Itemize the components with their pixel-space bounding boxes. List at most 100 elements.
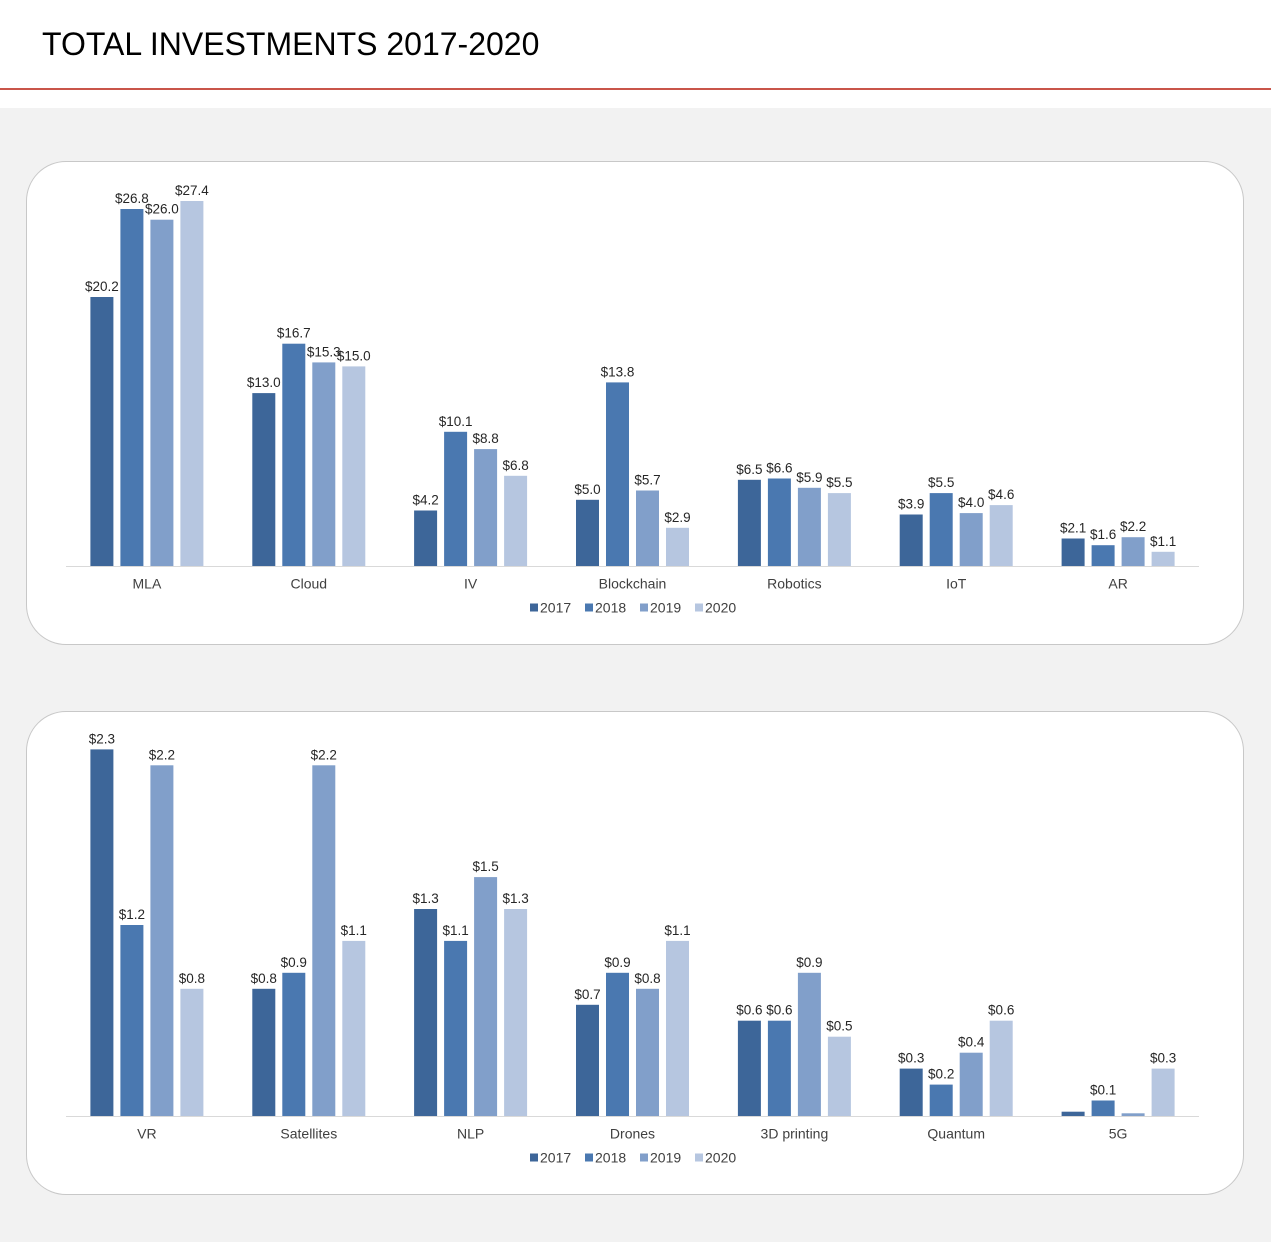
legend-label-2018: 2018 (595, 600, 626, 616)
data-label-quantum-2019: $0.4 (958, 1035, 985, 1050)
bar-5g-2018 (1091, 1100, 1115, 1117)
data-label-mla-2020: $27.4 (175, 183, 209, 198)
bar-blockchain-2020 (666, 527, 689, 567)
bar-iv-2017 (414, 510, 438, 567)
data-label-mla-2018: $26.8 (115, 191, 149, 206)
bar-5g-2019 (1121, 1113, 1145, 1117)
x-tick-label: Blockchain (599, 576, 667, 592)
data-label-vr-2018: $1.2 (119, 907, 145, 922)
bar-blockchain-2018 (606, 382, 629, 567)
data-label-blockchain-2018: $13.8 (601, 364, 635, 379)
x-tick-label: Drones (610, 1126, 655, 1142)
data-label-ar-2018: $1.6 (1090, 527, 1116, 542)
page-title: TOTAL INVESTMENTS 2017-2020 (42, 26, 540, 62)
bar-mla-2017 (90, 297, 114, 567)
bar-iot-2017 (899, 514, 923, 567)
bar-nlp-2017 (414, 909, 438, 1117)
legend-swatch-2017 (530, 1153, 538, 1162)
bar-vr-2018 (120, 925, 144, 1117)
data-label-vr-2020: $0.8 (179, 971, 205, 986)
bar-robotics-2020 (827, 493, 851, 567)
bar-ar-2019 (1121, 537, 1145, 567)
bar-chart-2: $2.3 $1.2 $2.2 $0.8 $0.8 $0.9 $2.2 $1.1 $1.3 $1.1… (66, 731, 1199, 1166)
chart-panel-1: $20.2 $26.8 $26.0 $27.4 $13.0 $16.7 $15.3 $15.0… (26, 161, 1244, 645)
header-divider (0, 88, 1271, 90)
legend: 2017 2018 2019 2020 (530, 600, 736, 616)
bar-iv-2020 (504, 475, 528, 567)
bar-vr-2017 (90, 749, 114, 1117)
bar-vr-2019 (150, 765, 174, 1117)
bar-blockchain-2019 (636, 490, 659, 567)
bar-3d-printing-2020 (827, 1036, 851, 1117)
data-label-blockchain-2019: $5.7 (634, 473, 660, 488)
bar-satellites-2020 (342, 940, 366, 1117)
legend-label-2018: 2018 (595, 1150, 626, 1166)
data-label-satellites-2018: $0.9 (281, 955, 307, 970)
bar-mla-2019 (150, 219, 174, 567)
data-label-iv-2018: $10.1 (439, 414, 473, 429)
data-label-iot-2017: $3.9 (898, 497, 924, 512)
data-label-nlp-2018: $1.1 (442, 923, 468, 938)
bar-satellites-2019 (312, 765, 336, 1117)
bar-quantum-2019 (959, 1052, 983, 1117)
data-label-iot-2020: $4.6 (988, 487, 1014, 502)
data-label-cloud-2019: $15.3 (307, 344, 341, 359)
data-label-3d-printing-2017: $0.6 (736, 1003, 762, 1018)
data-label-quantum-2018: $0.2 (928, 1067, 954, 1082)
bar-cloud-2020 (342, 366, 366, 567)
bar-robotics-2017 (737, 479, 761, 567)
bar-chart-1: $20.2 $26.8$26.0 $27.4 $13.0 $16.7 $15.3$15.0… (66, 183, 1199, 616)
legend-swatch-2019 (640, 1153, 648, 1162)
x-tick-label: Quantum (927, 1126, 985, 1142)
bar-iot-2018 (929, 493, 953, 567)
x-tick-label: IoT (946, 576, 967, 592)
bar-mla-2020 (180, 201, 204, 567)
bar-ar-2020 (1151, 551, 1175, 567)
bar-iv-2019 (474, 449, 498, 567)
legend-label-2019: 2019 (650, 1150, 681, 1166)
data-label-drones-2018: $0.9 (604, 955, 630, 970)
plot-area-1: $20.2 $26.8$26.0 $27.4 $13.0 $16.7 $15.3$15.0… (85, 183, 1176, 567)
legend-swatch-2018 (585, 1153, 593, 1162)
data-label-robotics-2017: $6.5 (736, 462, 762, 477)
bar-satellites-2017 (252, 988, 276, 1117)
legend-label-2017: 2017 (540, 600, 571, 616)
bar-iv-2018 (444, 431, 468, 567)
data-label-drones-2019: $0.8 (634, 971, 660, 986)
bar-iot-2019 (959, 513, 983, 567)
chart-panel-2: $2.3 $1.2 $2.2 $0.8 $0.8 $0.9 $2.2 $1.1 $1.3 $1.1… (26, 711, 1244, 1195)
data-label-5g-2018: $0.1 (1090, 1083, 1116, 1098)
legend-label-2017: 2017 (540, 1150, 571, 1166)
data-label-quantum-2017: $0.3 (898, 1051, 924, 1066)
bar-quantum-2020 (989, 1020, 1013, 1117)
data-label-quantum-2020: $0.6 (988, 1003, 1014, 1018)
legend-swatch-2020 (695, 1153, 703, 1162)
data-label-ar-2019: $2.2 (1120, 519, 1146, 534)
x-tick-label: 5G (1109, 1126, 1128, 1142)
bar-drones-2019 (636, 988, 659, 1117)
legend-swatch-2017 (530, 603, 538, 612)
x-tick-label: VR (137, 1126, 156, 1142)
data-label-mla-2019: $26.0 (145, 202, 179, 217)
data-label-ar-2020: $1.1 (1150, 534, 1176, 549)
plot-area-2: $2.3 $1.2 $2.2 $0.8 $0.8 $0.9 $2.2 $1.1 $1.3 $1.1… (89, 731, 1176, 1117)
legend-swatch-2019 (640, 603, 648, 612)
bar-nlp-2019 (474, 877, 498, 1117)
data-label-cloud-2018: $16.7 (277, 326, 311, 341)
bar-quantum-2018 (929, 1084, 953, 1117)
legend-label-2019: 2019 (650, 600, 681, 616)
legend-label-2020: 2020 (705, 600, 736, 616)
bar-3d-printing-2019 (797, 972, 821, 1117)
bar-robotics-2018 (767, 478, 791, 567)
data-label-3d-printing-2020: $0.5 (826, 1019, 852, 1034)
data-label-iot-2018: $5.5 (928, 475, 954, 490)
legend-swatch-2020 (695, 603, 703, 612)
x-tick-label: AR (1108, 576, 1127, 592)
x-tick-label: Satellites (280, 1126, 337, 1142)
x-tick-label: Cloud (291, 576, 328, 592)
data-label-nlp-2019: $1.5 (472, 859, 498, 874)
page-header: TOTAL INVESTMENTS 2017-2020 (0, 0, 1271, 108)
data-label-mla-2017: $20.2 (85, 279, 119, 294)
data-label-nlp-2020: $1.3 (502, 891, 528, 906)
data-label-iv-2019: $8.8 (472, 431, 498, 446)
